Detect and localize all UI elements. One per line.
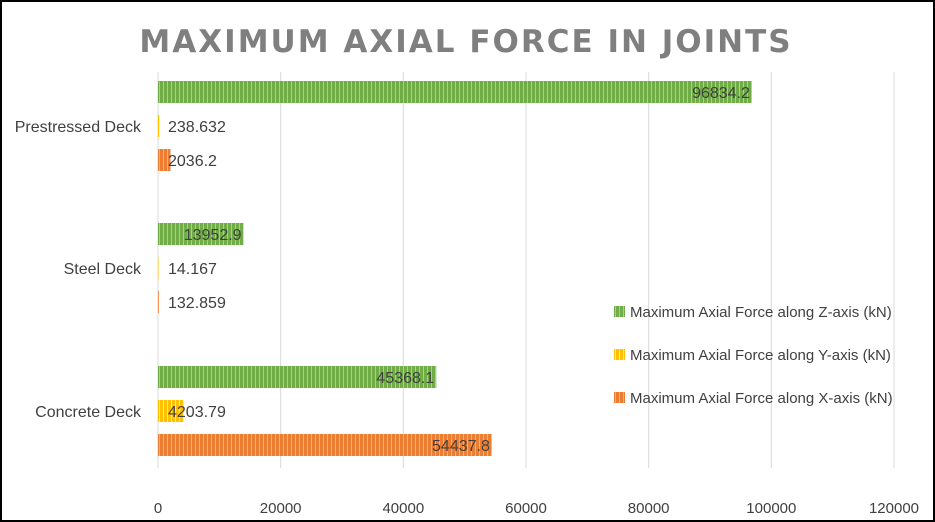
data-label: 2036.2 [168,153,217,170]
bar [158,81,752,103]
data-label: 13952.9 [184,227,242,244]
bar [158,115,160,137]
data-label: 96834.2 [692,85,750,102]
legend-item: Maximum Axial Force along Z-axis (kN) [614,304,892,321]
legend-swatch [614,392,625,403]
bar [158,257,159,279]
data-label: 4203.79 [168,404,226,421]
gridlines [157,72,895,468]
data-label: 54437.8 [432,438,490,455]
legend-swatch [614,306,625,317]
data-label: 132.859 [168,295,226,312]
legend-item: Maximum Axial Force along X-axis (kN) [614,390,893,407]
x-axis-ticks: 0 20000 40000 60000 80000 100000 120000 [154,500,919,517]
legend-item: Maximum Axial Force along Y-axis (kN) [614,347,891,364]
category-labels: Concrete Deck Steel Deck Prestressed Deck [15,119,142,421]
x-tick-label: 40000 [382,500,424,517]
bar [158,291,159,313]
data-label: 45368.1 [376,370,434,387]
bar [158,149,171,171]
category-label: Steel Deck [64,261,142,278]
legend-swatch [614,349,625,360]
legend-label: Maximum Axial Force along X-axis (kN) [630,390,893,407]
data-label: 14.167 [168,261,217,278]
x-tick-label: 100000 [746,500,796,517]
x-tick-label: 80000 [628,500,670,517]
legend-label: Maximum Axial Force along Z-axis (kN) [630,304,892,321]
x-tick-label: 20000 [260,500,302,517]
x-tick-label: 120000 [869,500,919,517]
legend-label: Maximum Axial Force along Y-axis (kN) [630,347,891,364]
bar [158,400,184,422]
x-tick-label: 60000 [505,500,547,517]
x-tick-label: 0 [154,500,162,517]
bars: 54437.8 4203.79 45368.1 132.859 14.167 13952.… [158,81,752,456]
bar [158,223,244,245]
data-label: 238.632 [168,119,226,136]
legend: Maximum Axial Force along Z-axis (kN) Max… [614,304,893,407]
bar [158,434,492,456]
category-label: Concrete Deck [35,404,142,421]
chart-title: MAXIMUM AXIAL FORCE IN JOINTS [139,24,792,60]
category-label: Prestressed Deck [15,119,142,136]
bar [158,366,437,388]
